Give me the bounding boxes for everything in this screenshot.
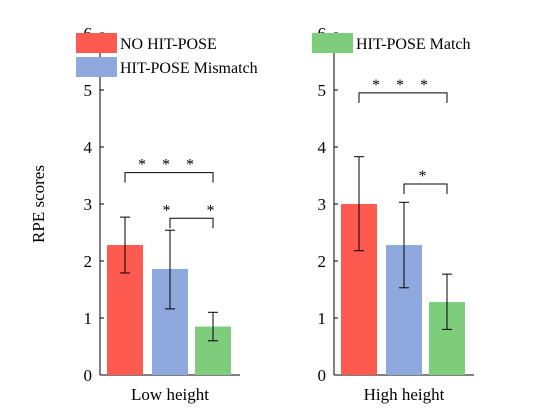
significance-label: *: [419, 168, 433, 185]
y-tick-label: 4: [84, 138, 93, 157]
legend-swatch: [76, 33, 117, 53]
y-tick-label: 0: [318, 366, 327, 385]
significance-bracket: [169, 217, 214, 229]
legend-label: NO HIT-POSE: [120, 36, 217, 53]
legend-swatch: [312, 33, 353, 53]
y-axis-title: RPE scores: [29, 165, 48, 243]
x-axis-title: Low height: [131, 385, 209, 404]
y-tick-label: 1: [318, 309, 327, 328]
significance-label: * *: [163, 202, 221, 219]
significance-label: * * *: [372, 77, 434, 94]
legend-label: HIT-POSE Match: [356, 36, 471, 53]
y-tick-label: 4: [318, 138, 327, 157]
y-tick-label: 0: [84, 366, 93, 385]
y-tick-label: 1: [84, 309, 93, 328]
significance-bracket: [358, 92, 448, 103]
y-tick-label: 5: [318, 81, 327, 100]
x-axis-title: High height: [364, 385, 445, 404]
y-tick-label: 2: [318, 252, 327, 271]
y-tick-label: 3: [318, 195, 327, 214]
significance-bracket: [124, 172, 214, 183]
legend-label: HIT-POSE Mismatch: [120, 60, 258, 77]
legend: HIT-POSE Match: [312, 33, 471, 53]
y-tick-label: 3: [84, 195, 93, 214]
y-tick-label: 5: [84, 81, 93, 100]
significance-bracket: [403, 183, 448, 195]
legend: NO HIT-POSE HIT-POSE Mismatch: [76, 33, 258, 77]
legend-swatch: [76, 57, 117, 77]
significance-label: * * *: [138, 157, 200, 174]
y-tick-label: 2: [84, 252, 93, 271]
